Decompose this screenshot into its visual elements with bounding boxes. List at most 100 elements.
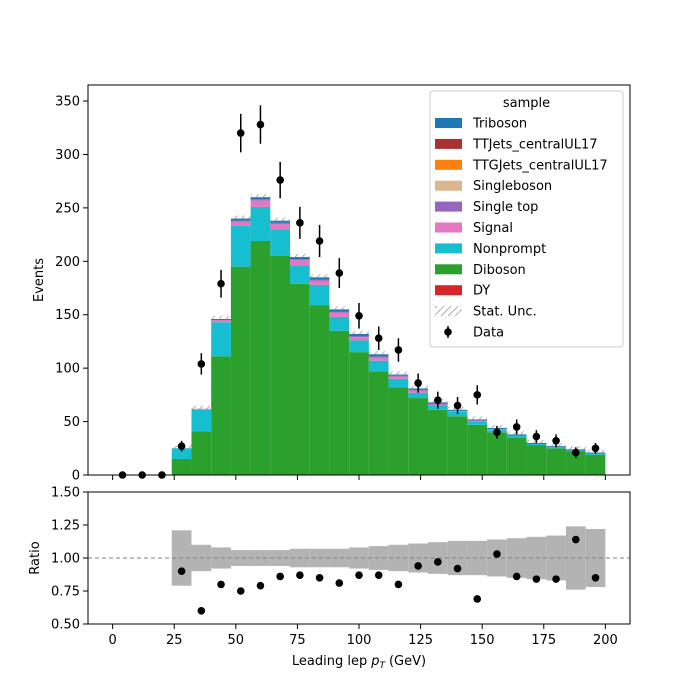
- data-point: [276, 176, 284, 184]
- legend-label-stat-unc-: Stat. Unc.: [473, 305, 537, 320]
- main-plot-panel: 0 50 100 150 200 250 300 350 Events: [32, 84, 631, 484]
- bar-single-top: [388, 375, 409, 377]
- data-points: [118, 105, 600, 479]
- data-point: [177, 442, 186, 450]
- bar-diboson: [290, 283, 310, 475]
- ratio-points: [177, 535, 600, 615]
- ratio-y-axis-label: Ratio: [28, 541, 43, 574]
- x-tick-label: 75: [289, 633, 306, 648]
- bar-signal: [250, 200, 271, 207]
- ratio-point: [177, 567, 186, 575]
- data-point: [512, 423, 521, 431]
- ratio-point: [394, 580, 403, 589]
- ratio-unc-bin: [565, 526, 586, 590]
- y-tick-label: 200: [55, 255, 80, 270]
- ratio-point: [572, 535, 580, 544]
- data-point: [414, 379, 422, 387]
- legend-swatch-data: [444, 328, 452, 336]
- data-point: [355, 311, 363, 320]
- ratio-y-tick-label: 0.50: [51, 618, 80, 633]
- bar-diboson: [349, 352, 369, 475]
- data-point: [552, 437, 560, 445]
- ratio-point: [434, 558, 442, 566]
- data-point: [591, 444, 600, 453]
- ratio-point: [493, 550, 501, 558]
- bar-single-top: [349, 336, 369, 338]
- ratio-point: [374, 571, 383, 579]
- legend-swatch-single-top: [435, 201, 462, 212]
- bar-signal: [290, 260, 310, 266]
- x-tick-label: 25: [166, 633, 183, 648]
- bar-triboson: [309, 277, 330, 280]
- stat-unc-band: [230, 215, 251, 220]
- y-axis-ticks: 0 50 100 150 200 250 300 350: [55, 95, 88, 484]
- legend-label-nonprompt: Nonprompt: [473, 242, 546, 257]
- ratio-y-tick-label: 0.75: [51, 585, 80, 600]
- bar-diboson: [585, 454, 606, 475]
- x-axis-ticks-main: [112, 475, 606, 480]
- bar-diboson: [447, 416, 468, 475]
- ratio-point: [552, 575, 560, 583]
- bar-diboson: [467, 424, 488, 475]
- bar-nonprompt: [191, 409, 212, 432]
- stat-unc-band: [191, 405, 212, 410]
- legend-swatch-diboson: [435, 264, 462, 275]
- bar-diboson: [427, 409, 448, 475]
- ratio-point: [256, 581, 265, 590]
- x-tick-label: 175: [531, 633, 556, 648]
- ratio-point: [335, 579, 344, 587]
- x-axis-ticks: 0 25 50 75 100 125 150 175 200: [108, 624, 618, 648]
- bar-diboson: [230, 266, 251, 475]
- legend-swatch-singleboson: [435, 180, 462, 191]
- bar-nonprompt: [526, 444, 547, 446]
- stat-unc-band: [270, 217, 291, 222]
- y-tick-label: 0: [72, 469, 80, 484]
- ratio-point: [591, 574, 600, 582]
- stat-unc-band: [250, 194, 271, 199]
- bar-nonprompt: [506, 435, 527, 438]
- y-tick-label: 250: [55, 201, 80, 216]
- bar-nonprompt: [230, 226, 251, 267]
- data-point: [493, 428, 501, 437]
- ratio-unc-bin: [250, 550, 271, 566]
- bar-diboson: [270, 255, 291, 475]
- ratio-point: [236, 587, 245, 595]
- bar-diboson: [171, 458, 192, 475]
- x-tick-label: 100: [347, 633, 372, 648]
- stacked-bars: [171, 197, 606, 475]
- bar-nonprompt: [349, 340, 369, 353]
- ratio-point: [276, 572, 284, 581]
- bar-diboson: [329, 330, 350, 475]
- ratio-plot-panel: 0.50 0.75 1.00 1.25 1.50 0 25 50 75 100 125 150 175…: [28, 486, 631, 671]
- legend-swatch-nonprompt: [435, 243, 462, 254]
- stat-unc-band: [211, 316, 231, 320]
- ratio-point: [532, 575, 541, 583]
- data-point: [315, 237, 324, 245]
- ratio-y-tick-label: 1.25: [51, 519, 80, 534]
- bar-diboson: [309, 305, 330, 475]
- data-point: [197, 360, 206, 368]
- x-tick-label: 125: [408, 633, 433, 648]
- bar-triboson: [290, 257, 310, 260]
- ratio-point: [197, 607, 206, 615]
- bar-nonprompt: [309, 284, 330, 306]
- data-point: [473, 391, 482, 399]
- ratio-unc-bin: [467, 540, 488, 576]
- y-tick-label: 300: [55, 148, 80, 163]
- legend-entries: Triboson TTJets_centralUL17 TTGJets_centra…: [435, 117, 608, 341]
- bar-signal: [349, 337, 369, 341]
- bar-single-top: [270, 222, 291, 224]
- legend-swatch-stat-unc-: [435, 306, 462, 317]
- bar-diboson: [368, 371, 389, 475]
- y-tick-label: 150: [55, 308, 80, 323]
- y-tick-label: 50: [63, 415, 80, 430]
- legend-label-ttgjets-centralul17: TTGJets_centralUL17: [472, 158, 608, 173]
- x-tick-label: 50: [228, 633, 245, 648]
- bar-diboson: [487, 432, 507, 475]
- bar-nonprompt: [329, 316, 350, 331]
- legend-label-signal: Signal: [473, 221, 513, 236]
- ratio-point: [315, 574, 324, 582]
- bar-nonprompt: [250, 206, 271, 241]
- data-point: [217, 279, 225, 288]
- x-tick-label: 200: [593, 633, 618, 648]
